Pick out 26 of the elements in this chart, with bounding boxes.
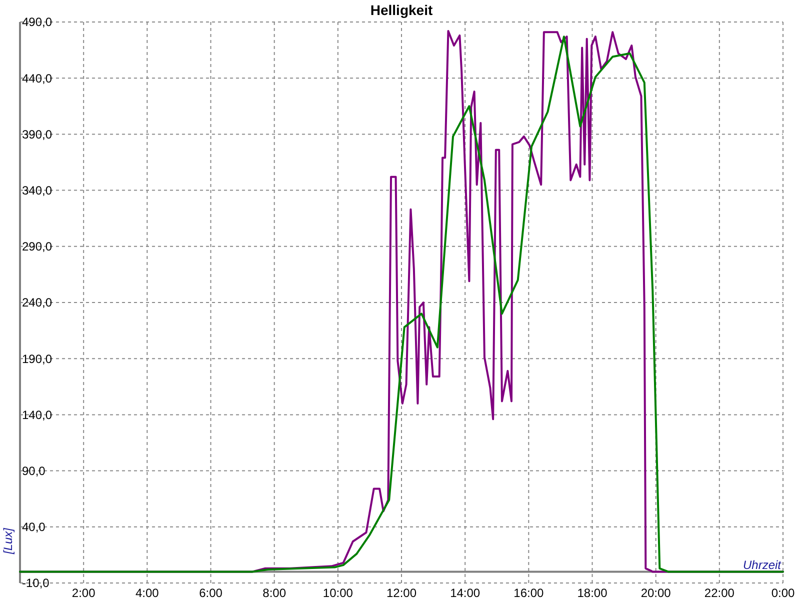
y-tick-label: 340,0	[22, 184, 52, 198]
x-tick-label: 8:00	[262, 586, 286, 600]
y-tick-label: 490,0	[22, 15, 52, 30]
x-tick-label: 6:00	[199, 586, 223, 600]
x-tick-label: 20:00	[640, 586, 672, 600]
y-tick-label: 240,0	[22, 296, 52, 310]
x-tick-label: 22:00	[704, 586, 735, 600]
y-tick-label: 140,0	[22, 408, 52, 422]
x-tick-label: 2:00	[72, 586, 96, 600]
x-axis-title: Uhrzeit	[742, 558, 782, 572]
x-tick-label: 0:00	[771, 586, 795, 600]
y-tick-label: 290,0	[22, 240, 52, 254]
y-axis-title: [Lux]	[1, 527, 15, 556]
x-tick-label: 10:00	[322, 586, 354, 600]
y-tick-label: 40,0	[22, 520, 46, 534]
y-tick-label: 390,0	[22, 127, 52, 142]
x-tick-label: 16:00	[514, 586, 544, 600]
x-tick-label: 18:00	[577, 586, 608, 600]
y-tick-label: -10,0	[22, 576, 50, 590]
y-tick-label: 190,0	[22, 352, 52, 366]
y-tick-label: 90,0	[22, 464, 46, 478]
x-tick-label: 12:00	[386, 586, 417, 600]
x-tick-label: 4:00	[135, 586, 160, 600]
y-tick-label: 440,0	[22, 71, 52, 86]
x-tick-label: 14:00	[450, 586, 480, 600]
chart-title: Helligkeit	[370, 2, 433, 18]
